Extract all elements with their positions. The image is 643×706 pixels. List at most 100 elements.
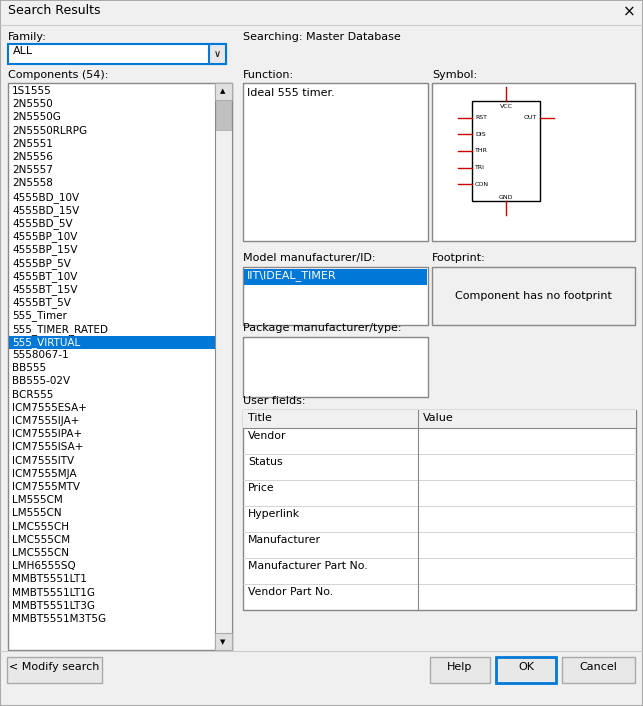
Text: LMH6555SQ: LMH6555SQ [12, 561, 76, 571]
Text: ICM7555IJA+: ICM7555IJA+ [12, 416, 79, 426]
Bar [496, 657, 556, 683]
Text: ICM7555ESA+: ICM7555ESA+ [12, 403, 87, 413]
Text: 1S1555: 1S1555 [12, 86, 51, 96]
Text: Searching: Master Database: Searching: Master Database [243, 32, 401, 42]
Text: MMBT5551LT1: MMBT5551LT1 [12, 575, 87, 585]
Text: Hyperlink: Hyperlink [248, 509, 300, 519]
Text: BB555-02V: BB555-02V [12, 376, 70, 386]
Text: LM555CN: LM555CN [12, 508, 62, 518]
Bar [243, 410, 636, 610]
Text: ICM7555ISA+: ICM7555ISA+ [12, 443, 84, 453]
Text: ICM7555IPA+: ICM7555IPA+ [12, 429, 82, 439]
Text: OUT: OUT [523, 115, 537, 120]
Bar [472, 101, 540, 201]
Text: 4555BD_15V: 4555BD_15V [12, 205, 79, 216]
Text: Price: Price [248, 483, 275, 493]
Bar [209, 44, 226, 64]
Text: Components (54):: Components (54): [8, 70, 109, 80]
Text: Status: Status [248, 457, 283, 467]
Text: 2N5550G: 2N5550G [12, 112, 61, 122]
Text: Component has no footprint: Component has no footprint [455, 291, 612, 301]
Text: User fields:: User fields: [243, 396, 305, 406]
Text: 2N5556: 2N5556 [12, 152, 53, 162]
Text: DIS: DIS [475, 132, 485, 137]
Text: ICM7555MTV: ICM7555MTV [12, 482, 80, 492]
Text: 4555BD_10V: 4555BD_10V [12, 191, 79, 203]
Text: LMC555CM: LMC555CM [12, 535, 70, 545]
Bar [432, 83, 635, 241]
Text: LMC555CH: LMC555CH [12, 522, 69, 532]
Text: OK: OK [518, 662, 534, 672]
Text: GND: GND [499, 195, 513, 200]
Bar [9, 336, 215, 349]
Text: LMC555CN: LMC555CN [12, 548, 69, 558]
Bar [216, 100, 231, 130]
Text: Vendor: Vendor [248, 431, 287, 441]
Text: 2N5558: 2N5558 [12, 179, 53, 189]
Bar [243, 83, 428, 241]
Text: < Modify search: < Modify search [9, 662, 99, 672]
Bar [215, 83, 232, 100]
Text: ICM7555MJA: ICM7555MJA [12, 469, 77, 479]
Text: ×: × [623, 4, 636, 19]
Bar [8, 83, 232, 650]
Text: 4555BD_5V: 4555BD_5V [12, 218, 73, 229]
Bar [8, 44, 226, 64]
Text: Footprint:: Footprint: [432, 253, 485, 263]
Text: RST: RST [475, 115, 487, 120]
Text: 4555BT_5V: 4555BT_5V [12, 297, 71, 308]
Bar [243, 410, 636, 428]
Bar [215, 83, 232, 650]
Text: Manufacturer: Manufacturer [248, 535, 321, 545]
Text: Model manufacturer/ID:: Model manufacturer/ID: [243, 253, 376, 263]
Text: Search Results: Search Results [8, 4, 100, 17]
Text: Package manufacturer/type:: Package manufacturer/type: [243, 323, 401, 333]
Bar [430, 657, 490, 683]
Bar [432, 267, 635, 325]
Bar [243, 337, 428, 397]
Text: MMBT5551M3T5G: MMBT5551M3T5G [12, 614, 106, 624]
Text: 4555BT_15V: 4555BT_15V [12, 284, 78, 295]
Text: BCR555: BCR555 [12, 390, 53, 400]
Text: BB555: BB555 [12, 363, 46, 373]
Text: 4555BP_5V: 4555BP_5V [12, 258, 71, 268]
Text: 2N5557: 2N5557 [12, 165, 53, 175]
Bar [244, 269, 427, 285]
Text: Function:: Function: [243, 70, 294, 80]
Text: ▼: ▼ [221, 639, 226, 645]
Text: THR: THR [475, 148, 488, 153]
Bar [1, 1, 642, 25]
Text: 4555BP_10V: 4555BP_10V [12, 231, 77, 242]
Text: MMBT5551LT3G: MMBT5551LT3G [12, 601, 95, 611]
Bar [562, 657, 635, 683]
Bar [7, 657, 102, 683]
Bar [243, 267, 428, 325]
Text: ICM7555ITV: ICM7555ITV [12, 455, 74, 465]
Text: Title: Title [248, 413, 272, 423]
Text: 2N5551: 2N5551 [12, 139, 53, 149]
Text: ∨: ∨ [213, 49, 221, 59]
Text: CON: CON [475, 182, 489, 187]
Text: VCC: VCC [500, 104, 512, 109]
Text: ▲: ▲ [221, 88, 226, 94]
Text: MMBT5551LT1G: MMBT5551LT1G [12, 587, 95, 597]
Text: Ideal 555 timer.: Ideal 555 timer. [247, 88, 335, 98]
Text: 555_Timer: 555_Timer [12, 311, 67, 321]
Text: Cancel: Cancel [579, 662, 617, 672]
Text: ALL: ALL [13, 46, 33, 56]
Bar [215, 633, 232, 650]
Text: Family:: Family: [8, 32, 47, 42]
Text: 2N5550: 2N5550 [12, 100, 53, 109]
Text: IIT\IDEAL_TIMER: IIT\IDEAL_TIMER [247, 270, 337, 281]
Text: 555_TIMER_RATED: 555_TIMER_RATED [12, 323, 108, 335]
Text: Manufacturer Part No.: Manufacturer Part No. [248, 561, 368, 571]
Text: 555_VIRTUAL: 555_VIRTUAL [12, 337, 80, 348]
Text: 4555BT_10V: 4555BT_10V [12, 271, 77, 282]
Text: TRI: TRI [475, 165, 485, 170]
Text: Vendor Part No.: Vendor Part No. [248, 587, 333, 597]
Text: Value: Value [423, 413, 454, 423]
Text: Help: Help [448, 662, 473, 672]
Text: 5558067-1: 5558067-1 [12, 350, 69, 360]
Text: 4555BP_15V: 4555BP_15V [12, 244, 78, 256]
Text: Symbol:: Symbol: [432, 70, 477, 80]
